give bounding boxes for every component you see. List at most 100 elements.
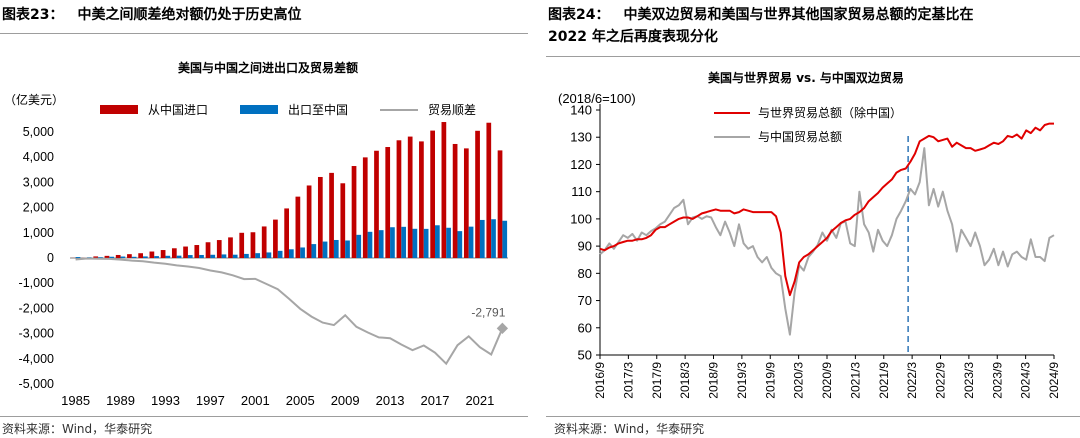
y-tick-label: 70: [578, 293, 592, 308]
bar-imports: [171, 248, 177, 258]
bar-imports: [430, 130, 435, 258]
x-tick-label: 2021: [465, 393, 494, 408]
bar-imports: [228, 237, 233, 258]
bar-exports: [266, 252, 272, 258]
series-imports: [70, 122, 503, 258]
x-axis: 1985 1989 1993 1997 2001 2005 2009 2013 2017 2021: [61, 393, 494, 408]
x-tick-label: 2013: [376, 393, 405, 408]
x-tick-label: 2020/3: [792, 362, 806, 399]
bar-exports: [435, 225, 440, 258]
x-tick-label: 1993: [151, 393, 180, 408]
bar-exports: [143, 256, 148, 258]
x-tick-label: 2022/3: [905, 362, 919, 399]
bar-imports: [261, 226, 267, 258]
y-tick-label: 100: [570, 211, 592, 226]
bar-exports: [277, 250, 283, 258]
y-tick-label: 3,000: [23, 175, 54, 189]
bar-exports: [165, 255, 171, 258]
bar-exports: [120, 256, 126, 258]
title-rule: [0, 33, 528, 34]
bar-exports: [154, 256, 159, 258]
bar-imports: [183, 246, 188, 258]
bar-exports: [109, 256, 115, 258]
y-tick-label: 4,000: [23, 150, 54, 164]
bar-exports: [176, 255, 182, 258]
y-tick-label: 130: [570, 130, 592, 145]
y-tick-label: 110: [571, 184, 592, 199]
x-tick-label: 2023/9: [990, 362, 1004, 399]
source-note: 资料来源：Wind，华泰研究: [2, 422, 153, 436]
bar-exports: [446, 227, 451, 258]
figure-24-heading: 图表24： 中美双边贸易和美国与世界其他国家贸易总额的定基比在 2022 年之后再…: [548, 4, 973, 48]
bar-exports: [300, 247, 305, 258]
bar-exports: [98, 257, 103, 258]
bar-imports: [216, 240, 222, 258]
bar-exports: [199, 254, 204, 258]
legend-swatch-exports: [240, 105, 278, 114]
bar-imports: [340, 183, 346, 258]
series-surplus: [75, 257, 509, 366]
x-tick-label: 2009: [331, 393, 360, 408]
x-tick-label: 2019/3: [735, 362, 749, 399]
x-tick-label: 1997: [196, 393, 225, 408]
source-rule: [546, 416, 1080, 417]
chart-title: 美国与中国之间进出口及贸易差额: [178, 60, 358, 75]
bar-exports: [502, 220, 508, 258]
bar-exports: [244, 253, 249, 258]
bar-imports: [127, 254, 132, 258]
bar-imports: [194, 245, 200, 258]
bar-imports: [475, 130, 480, 258]
bar-exports: [457, 231, 463, 258]
bar-exports: [479, 219, 485, 258]
y-tick-label: 1,000: [23, 226, 54, 240]
source-note: 资料来源：Wind，华泰研究: [554, 422, 705, 436]
title-rule: [546, 56, 1080, 57]
y-tick-label: -3,000: [19, 327, 54, 341]
bar-exports: [322, 241, 328, 258]
bar-exports: [356, 234, 362, 258]
x-tick-label: 2024/3: [1019, 362, 1033, 399]
bar-imports: [419, 141, 424, 258]
x-tick-label: 2017/9: [650, 362, 664, 399]
chart-trade-index: 美国与世界贸易 vs. 与中国双边贸易 (2018/6=100) 与世界贸易总额…: [558, 70, 1061, 399]
legend: 从中国进口 出口至中国 贸易顺差: [100, 102, 476, 117]
bar-exports: [75, 257, 81, 258]
y-tick-label: 140: [570, 103, 592, 118]
series-exports: [75, 219, 508, 258]
bar-imports: [273, 219, 278, 258]
bar-imports: [351, 166, 357, 258]
legend-label-world: 与世界贸易总额（除中国）: [758, 105, 902, 120]
bar-exports: [333, 239, 339, 258]
bar-imports: [250, 232, 256, 258]
bar-imports: [463, 148, 469, 258]
line-china-trade: [599, 147, 1055, 336]
legend-swatch-imports: [100, 105, 138, 114]
figure-23-label: 图表23：: [2, 7, 64, 23]
bar-exports: [131, 256, 137, 258]
bar-imports: [104, 255, 110, 258]
y-tick-label: 50: [578, 348, 592, 363]
bar-exports: [401, 226, 407, 258]
x-tick-label: 1989: [106, 393, 135, 408]
bar-exports: [491, 219, 496, 258]
surplus-last-marker: [496, 322, 509, 334]
y-tick-label: -1,000: [19, 276, 54, 290]
figure-23: 图表23： 中美之间顺差绝对额仍处于历史高位 美国与中国之间进出口及贸易差额 （亿…: [0, 0, 530, 438]
x-tick-label: 2024/9: [1047, 362, 1061, 399]
bar-imports: [385, 147, 391, 258]
bar-exports: [345, 240, 350, 258]
y-tick-label: 5,000: [23, 125, 54, 139]
bar-exports: [232, 254, 238, 258]
bar-exports: [468, 226, 474, 258]
legend-label-exports: 出口至中国: [288, 102, 348, 117]
bar-exports: [390, 227, 395, 258]
y-unit-label: （亿美元）: [4, 92, 64, 107]
bar-exports: [423, 228, 429, 258]
y-tick-label: -5,000: [19, 377, 54, 391]
chart-title: 美国与世界贸易 vs. 与中国双边贸易: [708, 70, 904, 85]
y-axis: 140 130 120 110 100 90 80 70 60 50: [570, 103, 601, 363]
y-tick-label: 0: [47, 251, 54, 265]
bar-exports: [187, 255, 193, 258]
x-tick-label: 2005: [286, 393, 315, 408]
figure-24-title-line2: 2022 年之后再度表现分化: [548, 29, 718, 45]
